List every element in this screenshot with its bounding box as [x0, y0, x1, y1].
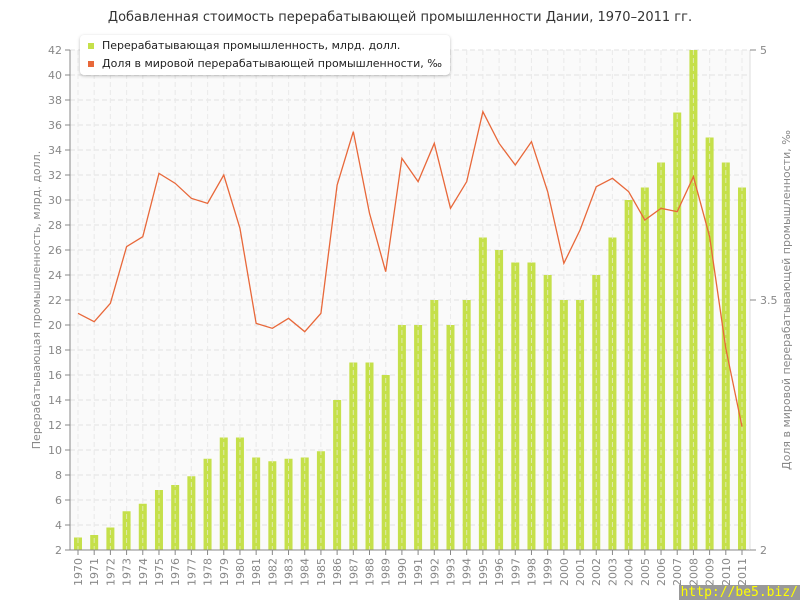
y-tick-label: 30 — [48, 194, 62, 207]
y-axis-title: Перерабатывающая промышленность, млрд. д… — [30, 151, 43, 449]
x-tick-label: 1987 — [347, 558, 360, 586]
y-tick-label: 8 — [55, 469, 62, 482]
y-tick-label: 16 — [48, 369, 62, 382]
x-tick-label: 1989 — [380, 558, 393, 586]
bar — [74, 537, 82, 550]
bar — [300, 457, 309, 550]
x-tick-label: 1981 — [250, 558, 263, 586]
y-tick-label: 36 — [48, 119, 62, 132]
legend-item-line[interactable]: Доля в мировой перерабатывающей промышле… — [88, 55, 442, 73]
bar — [705, 137, 714, 550]
x-tick-label: 1978 — [202, 558, 215, 586]
y-tick-label: 4 — [55, 519, 62, 532]
x-tick-label: 1982 — [266, 558, 279, 586]
bar — [640, 187, 649, 550]
bar — [462, 300, 471, 550]
y-tick-label: 28 — [48, 219, 62, 232]
y2-tick-label: 3.5 — [760, 294, 778, 307]
y-tick-label: 32 — [48, 169, 62, 182]
x-tick-label: 1977 — [185, 558, 198, 586]
x-tick-label: 1997 — [509, 558, 522, 586]
bar — [252, 457, 261, 550]
chart-title: Добавленная стоимость перерабатывающей п… — [107, 10, 693, 25]
bar — [738, 187, 746, 550]
x-tick-label: 1988 — [364, 558, 377, 586]
x-tick-label: 2004 — [623, 558, 636, 586]
y-tick-label: 40 — [48, 69, 62, 82]
legend: Перерабатывающая промышленность, млрд. д… — [80, 35, 450, 75]
bar — [576, 300, 585, 550]
x-tick-label: 1976 — [169, 558, 182, 586]
bar — [268, 461, 277, 550]
x-tick-label: 1984 — [299, 558, 312, 586]
x-tick-label: 2011 — [736, 558, 749, 586]
x-tick-label: 1983 — [283, 558, 296, 586]
legend-swatch-line — [88, 61, 94, 67]
x-tick-label: 2010 — [720, 558, 733, 586]
y-tick-label: 26 — [48, 244, 62, 257]
y-tick-label: 24 — [48, 269, 62, 282]
y2-tick-label: 5 — [760, 44, 767, 57]
x-tick-label: 2007 — [671, 558, 684, 586]
bar — [349, 362, 358, 550]
x-tick-label: 1974 — [137, 558, 150, 586]
x-tick-label: 1995 — [477, 558, 490, 586]
y2-tick-label: 2 — [760, 544, 767, 557]
bar — [284, 458, 293, 550]
y-tick-label: 12 — [48, 419, 62, 432]
bar — [365, 362, 374, 550]
x-tick-label: 1979 — [218, 558, 231, 586]
bar — [478, 237, 487, 550]
x-tick-label: 1971 — [88, 558, 101, 586]
y-tick-label: 20 — [48, 319, 62, 332]
y-tick-label: 14 — [48, 394, 62, 407]
y-tick-label: 42 — [48, 44, 62, 57]
legend-swatch-bars — [88, 43, 94, 49]
bar — [430, 300, 439, 550]
x-tick-label: 2001 — [574, 558, 587, 586]
watermark: http://be5.biz/ — [678, 585, 800, 600]
x-tick-label: 1996 — [493, 558, 506, 586]
legend-label: Доля в мировой перерабатывающей промышле… — [102, 57, 442, 70]
x-tick-label: 1999 — [542, 558, 555, 586]
y-tick-label: 38 — [48, 94, 62, 107]
x-tick-label: 2008 — [687, 558, 700, 586]
y-tick-label: 6 — [55, 494, 62, 507]
x-tick-label: 1980 — [234, 558, 247, 586]
x-tick-label: 2006 — [655, 558, 668, 586]
legend-label: Перерабатывающая промышленность, млрд. д… — [102, 39, 401, 52]
bar — [187, 476, 196, 550]
x-tick-label: 1990 — [396, 558, 409, 586]
x-tick-label: 2000 — [558, 558, 571, 586]
series-line — [77, 109, 743, 427]
x-tick-label: 1986 — [331, 558, 344, 586]
x-tick-label: 2003 — [606, 558, 619, 586]
legend-item-bars[interactable]: Перерабатывающая промышленность, млрд. д… — [88, 37, 442, 55]
x-tick-label: 2005 — [639, 558, 652, 586]
y-tick-label: 18 — [48, 344, 62, 357]
x-tick-label: 1991 — [412, 558, 425, 586]
bar — [495, 250, 504, 550]
y-tick-label: 2 — [55, 544, 62, 557]
y-tick-label: 10 — [48, 444, 62, 457]
x-tick-label: 1985 — [315, 558, 328, 586]
bar — [203, 458, 212, 550]
bar — [608, 237, 617, 550]
x-tick-label: 2009 — [704, 558, 717, 586]
x-tick-label: 1972 — [104, 558, 117, 586]
x-tick-label: 2002 — [590, 558, 603, 586]
x-tick-label: 1975 — [153, 558, 166, 586]
y-tick-label: 34 — [48, 144, 62, 157]
x-tick-label: 1993 — [444, 558, 457, 586]
bar — [154, 490, 163, 550]
x-tick-label: 1994 — [461, 558, 474, 586]
x-tick-label: 1973 — [121, 558, 134, 586]
y-tick-label: 22 — [48, 294, 62, 307]
bar — [559, 300, 568, 550]
x-tick-label: 1992 — [428, 558, 441, 586]
x-tick-label: 1970 — [72, 558, 85, 586]
x-tick-label: 1998 — [525, 558, 538, 586]
y2-axis-title: Доля в мировой перерабатывающей промышле… — [780, 130, 793, 470]
